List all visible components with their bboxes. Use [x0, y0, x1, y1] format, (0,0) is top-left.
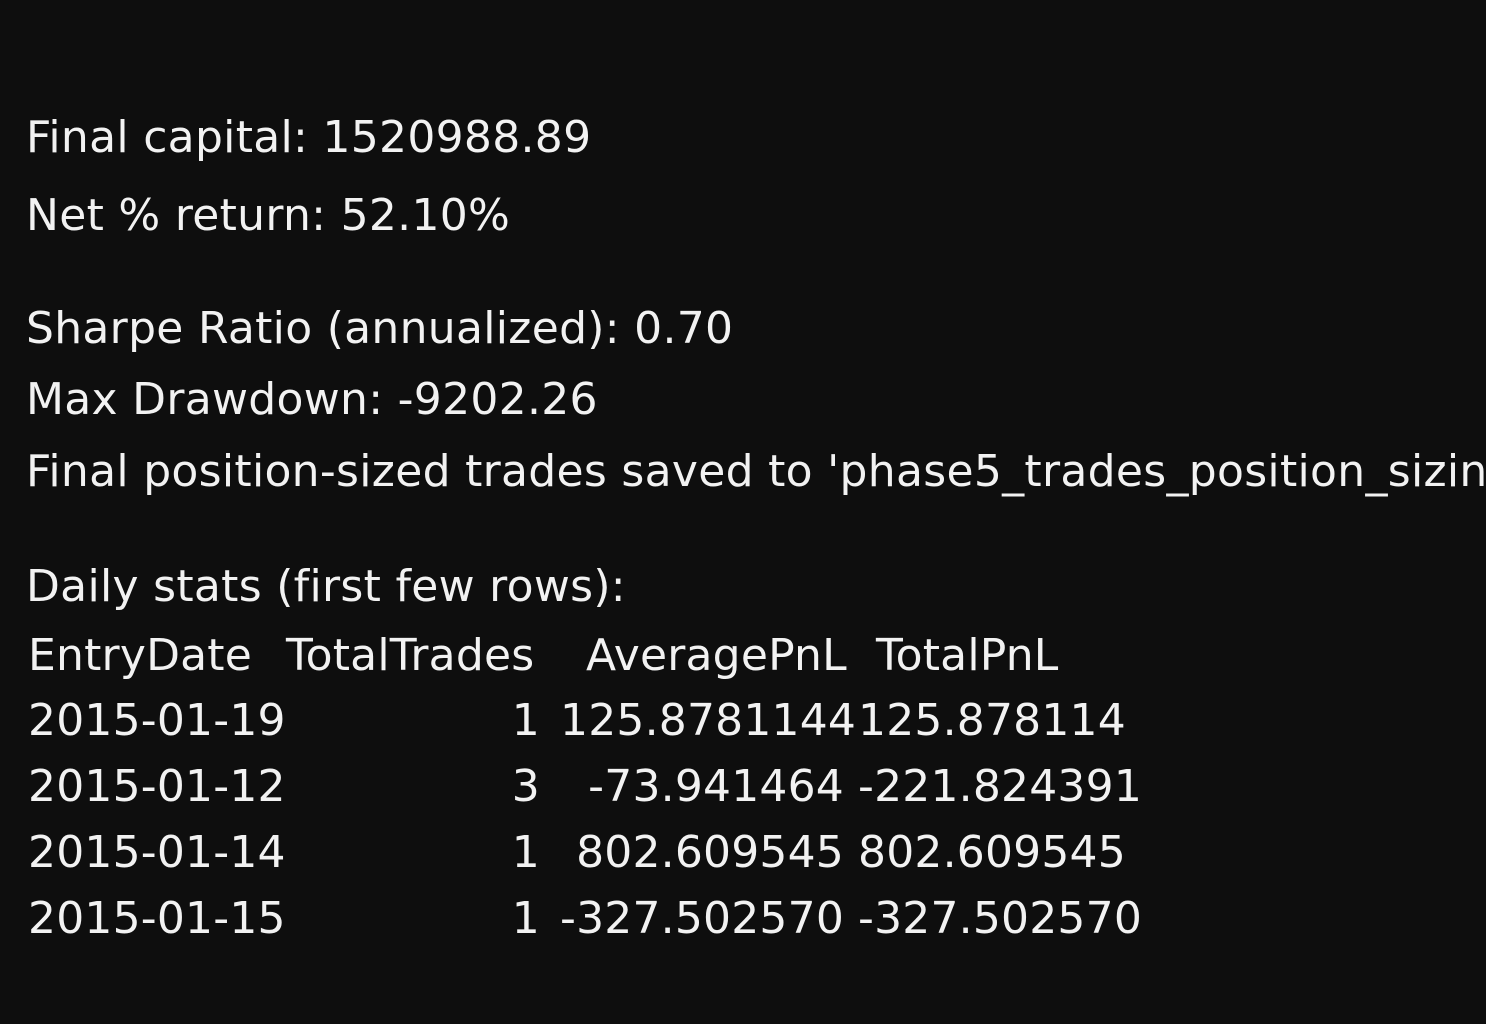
sharpe-ratio-line: Sharpe Ratio (annualized): 0.70: [26, 303, 734, 354]
table-cell-date: 2015-01-12: [28, 761, 286, 812]
table-cell-date: 2015-01-15: [28, 893, 286, 944]
table-cell-total-pnl: 802.609545: [858, 827, 1126, 878]
table-cell-avg-pnl: -73.941464: [588, 761, 844, 812]
table-cell-avg-pnl: -327.502570: [560, 893, 845, 944]
table-cell-date: 2015-01-14: [28, 827, 286, 878]
table-header-averagepnl: AveragePnL: [586, 630, 847, 681]
table-cell-trades: 1: [511, 695, 540, 746]
table-cell-avg-pnl: 802.609545: [576, 827, 844, 878]
table-cell-avg-pnl: 125.8781144: [560, 695, 857, 746]
net-return-line: Net % return: 52.10%: [26, 190, 511, 241]
table-header-entrydate: EntryDate: [28, 630, 253, 681]
table-header-totalpnl: TotalPnL: [876, 630, 1059, 681]
table-cell-trades: 3: [511, 761, 540, 812]
table-cell-trades: 1: [511, 893, 540, 944]
table-cell-total-pnl: 125.878114: [858, 695, 1126, 746]
daily-stats-title: Daily stats (first few rows):: [26, 561, 626, 612]
table-cell-trades: 1: [511, 827, 540, 878]
table-cell-total-pnl: -327.502570: [858, 893, 1143, 944]
table-cell-date: 2015-01-19: [28, 695, 286, 746]
final-capital-line: Final capital: 1520988.89: [26, 112, 592, 163]
table-cell-total-pnl: -221.824391: [858, 761, 1143, 812]
max-drawdown-line: Max Drawdown: -9202.26: [26, 374, 598, 425]
table-header-totaltrades: TotalTrades: [286, 630, 535, 681]
trades-saved-line: Final position-sized trades saved to 'ph…: [26, 446, 1486, 497]
